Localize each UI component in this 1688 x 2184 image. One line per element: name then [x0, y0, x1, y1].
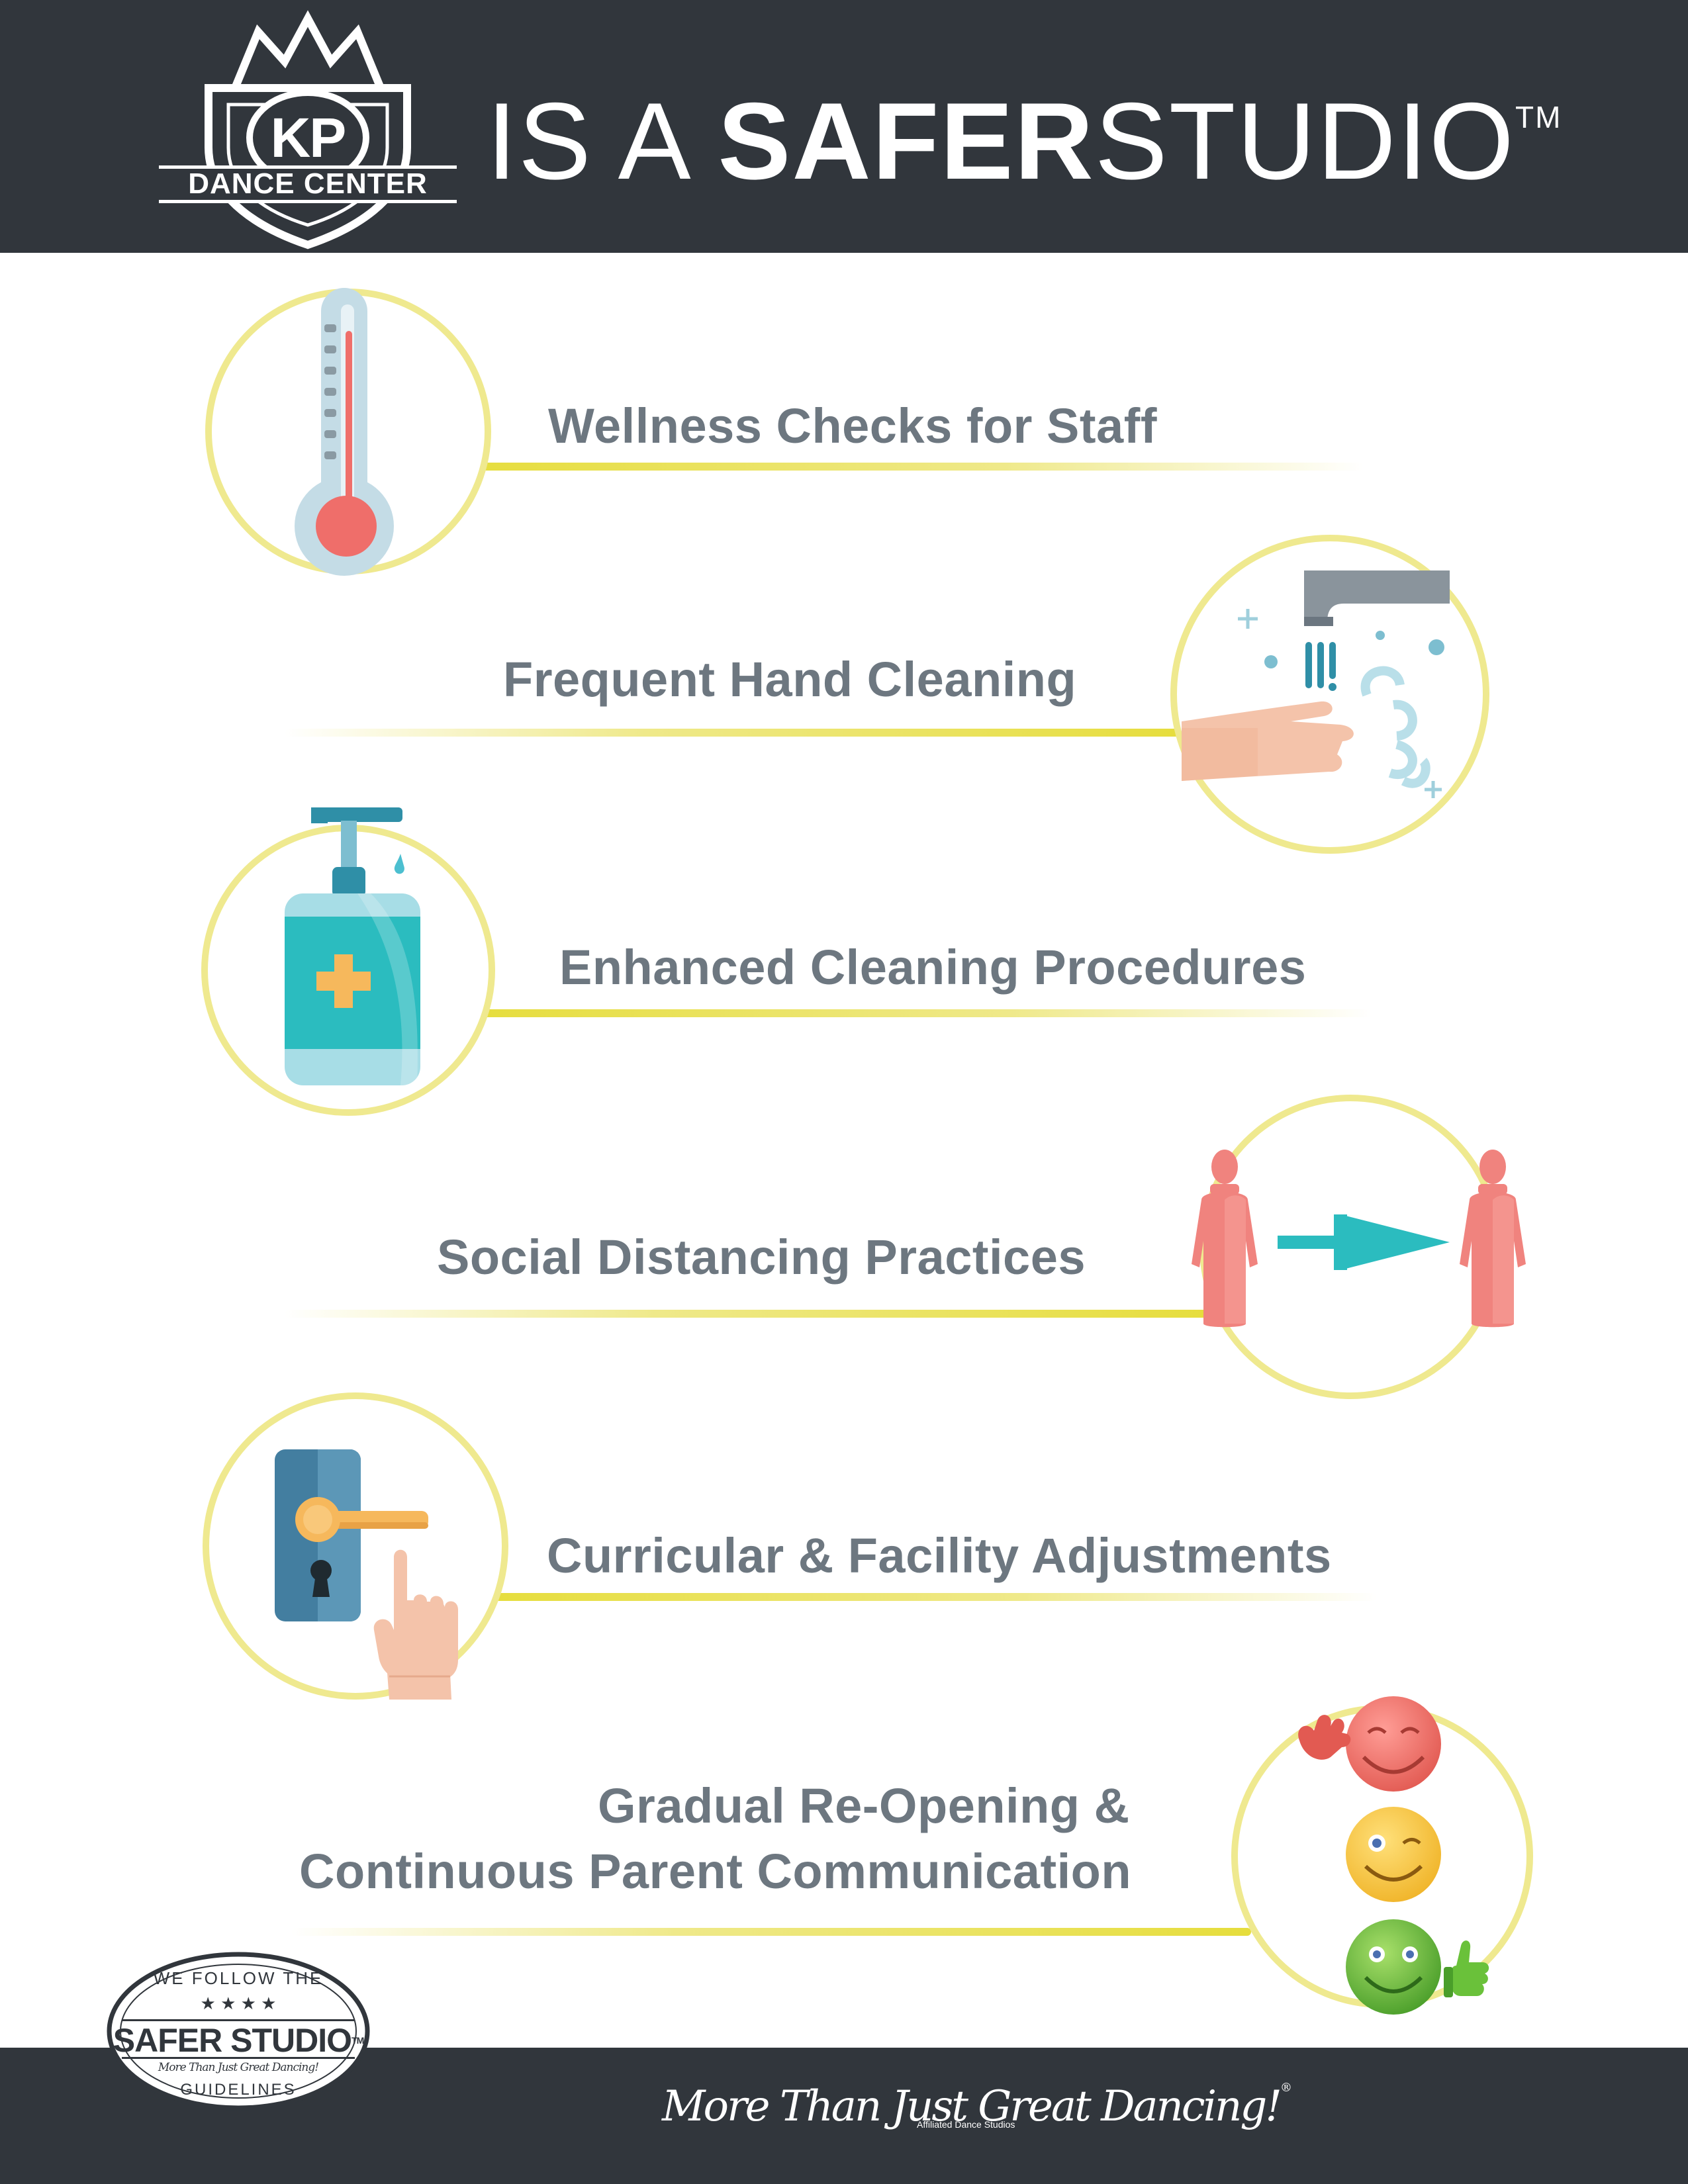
- badge-title: SAFER STUDIOTM: [106, 2023, 371, 2058]
- safer-studio-badge: WE FOLLOW THE ★ ★ ★ ★ SAFER STUDIOTM Mor…: [106, 1951, 371, 2111]
- item-label-enhanced-cleaning: Enhanced Cleaning Procedures: [559, 940, 1307, 995]
- item-label-gradual-reopening-line1: Gradual Re-Opening &: [598, 1778, 1130, 1833]
- badge-top-text: WE FOLLOW THE: [153, 1968, 324, 1988]
- badge-oval-icon: [107, 1952, 370, 2111]
- divider-line: [490, 1593, 1377, 1601]
- footer-subtitle: Affiliated Dance Studios: [917, 2119, 1015, 2130]
- headline-trademark: TM: [1515, 100, 1562, 134]
- logo-initials: KP: [270, 107, 347, 169]
- page-headline: IS A SAFERSTUDIOTM: [487, 78, 1562, 204]
- sanitizer-bottle-icon: [285, 807, 420, 1085]
- badge-script: More Than Just Great Dancing!: [158, 2061, 319, 2074]
- divider-line: [291, 1928, 1251, 1936]
- headline-bold: SAFER: [718, 80, 1095, 202]
- divider-line: [463, 463, 1364, 471]
- divider-line: [285, 729, 1185, 737]
- divider-line: [471, 1009, 1372, 1017]
- badge-title-text: SAFER STUDIO: [113, 2022, 352, 2059]
- item-label-social-distancing: Social Distancing Practices: [437, 1230, 1086, 1285]
- hand-washing-icon: [1182, 570, 1450, 798]
- badge-trademark: TM: [352, 2035, 364, 2046]
- shield-crown-icon: [159, 10, 457, 250]
- headline-prefix: IS A: [487, 80, 718, 202]
- badge-bottom-text: GUIDELINES: [180, 2081, 297, 2099]
- kp-dance-center-logo: KP DANCE CENTER: [152, 10, 463, 250]
- item-label-hand-cleaning: Frequent Hand Cleaning: [503, 652, 1077, 707]
- smiley-faces-icon: [1298, 1696, 1489, 2015]
- footer-registered: ®: [1280, 2081, 1292, 2095]
- social-distancing-icon: [1192, 1150, 1526, 1328]
- item-label-gradual-reopening-line2: Continuous Parent Communication: [299, 1844, 1132, 1899]
- door-handle-icon: [275, 1449, 458, 1700]
- item-label-wellness: Wellness Checks for Staff: [548, 398, 1157, 453]
- logo-subtitle: DANCE CENTER: [188, 167, 428, 200]
- divider-line: [285, 1310, 1211, 1318]
- headline-rest: STUDIO: [1094, 80, 1515, 202]
- item-label-curricular: Curricular & Facility Adjustments: [547, 1528, 1332, 1583]
- footer-tagline: More Than Just Great Dancing!®: [662, 2070, 1292, 2150]
- thermometer-icon: [295, 288, 394, 576]
- footer-tagline-text: More Than Just Great Dancing!: [662, 2082, 1282, 2131]
- badge-stars: ★ ★ ★ ★: [200, 1993, 277, 2013]
